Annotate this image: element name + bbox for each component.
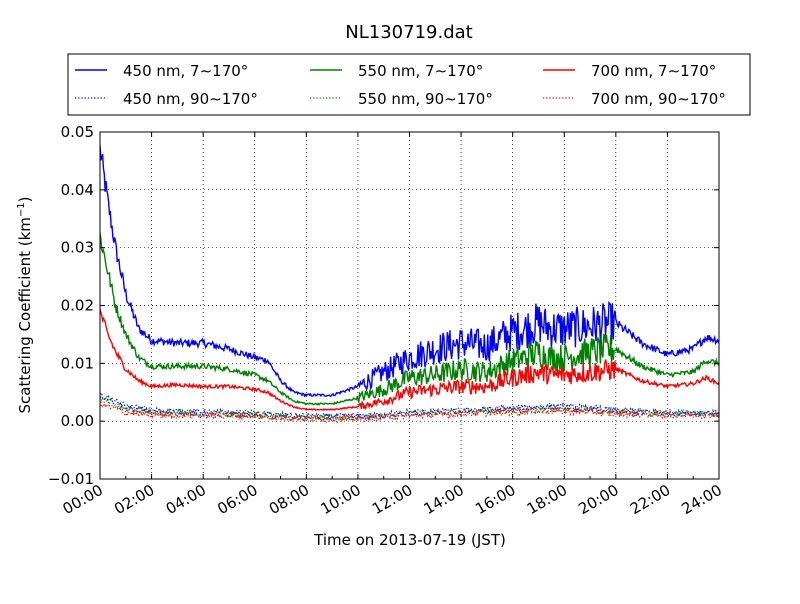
legend-label: 550 nm, 90∼170° xyxy=(358,90,493,108)
legend-label: 700 nm, 90∼170° xyxy=(591,90,726,108)
series-line xyxy=(100,145,719,398)
y-axis-label-close: ) xyxy=(16,196,34,202)
x-axis-label: Time on 2013-07-19 (JST) xyxy=(313,531,506,549)
y-tick-label: −0.01 xyxy=(48,470,94,488)
y-tick-label: 0.02 xyxy=(61,297,94,315)
legend-label: 450 nm, 7∼170° xyxy=(123,62,248,80)
legend-label: 550 nm, 7∼170° xyxy=(358,62,483,80)
legend: 450 nm, 7∼170° 550 nm, 7∼170° 700 nm, 7∼17… xyxy=(67,53,751,116)
legend-label: 700 nm, 7∼170° xyxy=(591,62,716,80)
y-axis-label-main: Scattering Coefficient (km xyxy=(16,217,34,413)
series-layer xyxy=(100,145,719,424)
series-line xyxy=(100,309,719,411)
y-tick-label: 0.03 xyxy=(61,239,94,257)
y-tick-label: 0.01 xyxy=(61,354,94,372)
y-axis-label: Scattering Coefficient (km−1) xyxy=(16,196,34,413)
series-line xyxy=(100,232,719,406)
series-line xyxy=(100,392,719,422)
y-axis-label-sup: −1 xyxy=(16,202,27,217)
y-tick-label: 0.04 xyxy=(61,181,94,199)
legend-label: 450 nm, 90∼170° xyxy=(123,90,258,108)
y-tick-label: 0.00 xyxy=(61,412,94,430)
legend-box xyxy=(67,53,751,116)
y-tick-label: 0.05 xyxy=(61,123,94,141)
chart-title: NL130719.dat xyxy=(345,22,472,43)
